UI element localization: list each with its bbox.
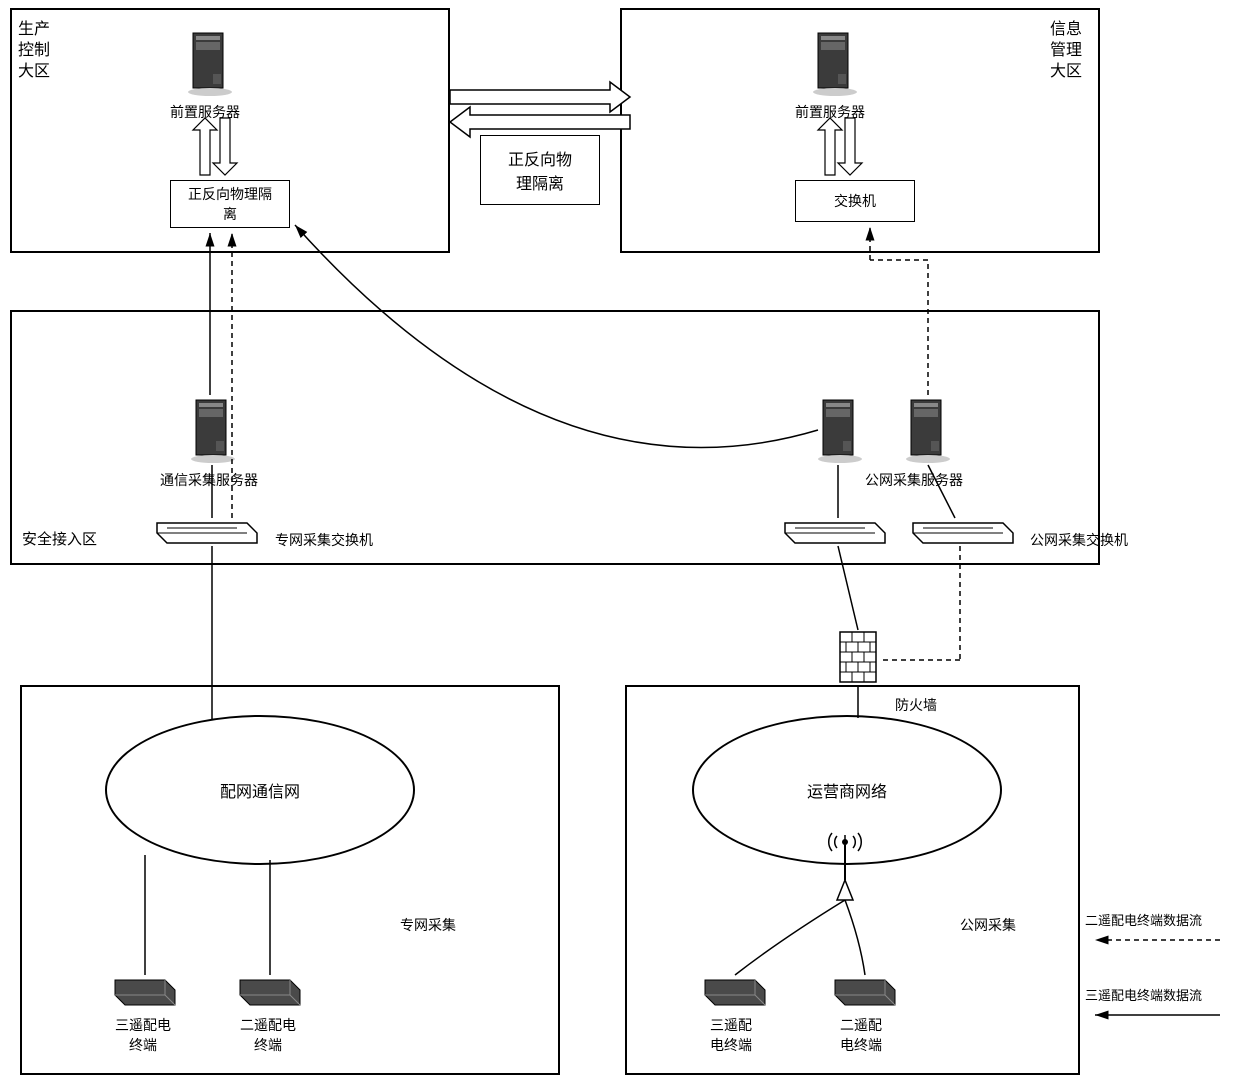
right-switch-box: 交换机	[795, 180, 915, 222]
server-icon	[188, 395, 238, 465]
antenna-icon	[825, 830, 865, 905]
terminal-icon	[110, 975, 180, 1010]
private-terminal-2-label: 二遥配电 终端	[240, 1015, 296, 1055]
distrib-network-ellipse: 配网通信网	[105, 715, 415, 865]
private-switch-label: 专网采集交换机	[275, 530, 373, 550]
server-icon	[185, 28, 235, 98]
isolation-center-box: 正反向物 理隔离	[480, 135, 600, 205]
left-front-server-label: 前置服务器	[170, 102, 240, 122]
firewall-label: 防火墙	[895, 695, 937, 715]
distrib-network-label: 配网通信网	[220, 778, 300, 802]
comm-collect-server-label: 通信采集服务器	[160, 470, 258, 490]
server-icon	[815, 395, 865, 465]
zone-public-collect-label: 公网采集	[960, 915, 1016, 935]
operator-network-label: 运营商网络	[807, 778, 887, 802]
server-icon	[903, 395, 953, 465]
public-terminal-3-label: 三遥配 电终端	[710, 1015, 752, 1055]
server-icon	[810, 28, 860, 98]
terminal-icon	[830, 975, 900, 1010]
switch-icon	[908, 518, 1018, 546]
legend-flow3-label: 三遥配电终端数据流	[1085, 985, 1202, 1004]
right-front-server-label: 前置服务器	[795, 102, 865, 122]
public-terminal-2-label: 二遥配 电终端	[840, 1015, 882, 1055]
private-terminal-3-label: 三遥配电 终端	[115, 1015, 171, 1055]
legend-flow2-label: 二遥配电终端数据流	[1085, 910, 1202, 929]
switch-icon	[152, 518, 262, 546]
firewall-icon	[838, 630, 878, 685]
switch-icon	[780, 518, 890, 546]
public-collect-server-label: 公网采集服务器	[865, 470, 963, 490]
zone-production-control-label: 生产 控制 大区	[18, 20, 50, 82]
zone-secure-access-label: 安全接入区	[22, 530, 97, 550]
left-isolation-box: 正反向物理隔 离	[170, 180, 290, 228]
public-switch-label: 公网采集交换机	[1030, 530, 1128, 550]
terminal-icon	[235, 975, 305, 1010]
zone-private-collect-label: 专网采集	[400, 915, 456, 935]
zone-info-mgmt-label: 信息 管理 大区	[1050, 20, 1082, 82]
terminal-icon	[700, 975, 770, 1010]
